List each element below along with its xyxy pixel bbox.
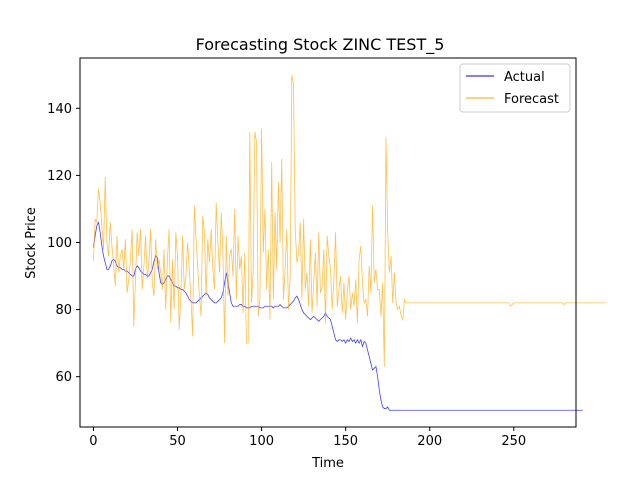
- x-tick-label: 100: [249, 434, 274, 449]
- y-tick-label: 60: [55, 370, 72, 385]
- y-tick-label: 100: [47, 236, 72, 251]
- y-axis-title: Stock Price: [24, 207, 39, 279]
- legend-label-actual: Actual: [504, 70, 545, 85]
- y-tick-label: 140: [47, 102, 72, 117]
- chart-title: Forecasting Stock ZINC TEST_5: [196, 35, 445, 55]
- plot-area: [93, 74, 607, 411]
- y-tick-label: 80: [55, 303, 72, 318]
- series-line-forecast: [93, 74, 607, 367]
- x-tick-label: 200: [417, 434, 442, 449]
- legend-label-forecast: Forecast: [504, 92, 559, 107]
- series-line-actual: [93, 221, 583, 411]
- y-tick-label: 120: [47, 169, 72, 184]
- x-tick-label: 50: [169, 434, 186, 449]
- x-tick-label: 0: [89, 434, 97, 449]
- x-tick-label: 250: [501, 434, 526, 449]
- x-tick-label: 150: [333, 434, 358, 449]
- legend: Actual Forecast: [459, 63, 571, 113]
- axes: 0 50 100 150 200 250 60 80 100 120 140: [47, 57, 577, 449]
- x-axis-title: Time: [311, 456, 344, 471]
